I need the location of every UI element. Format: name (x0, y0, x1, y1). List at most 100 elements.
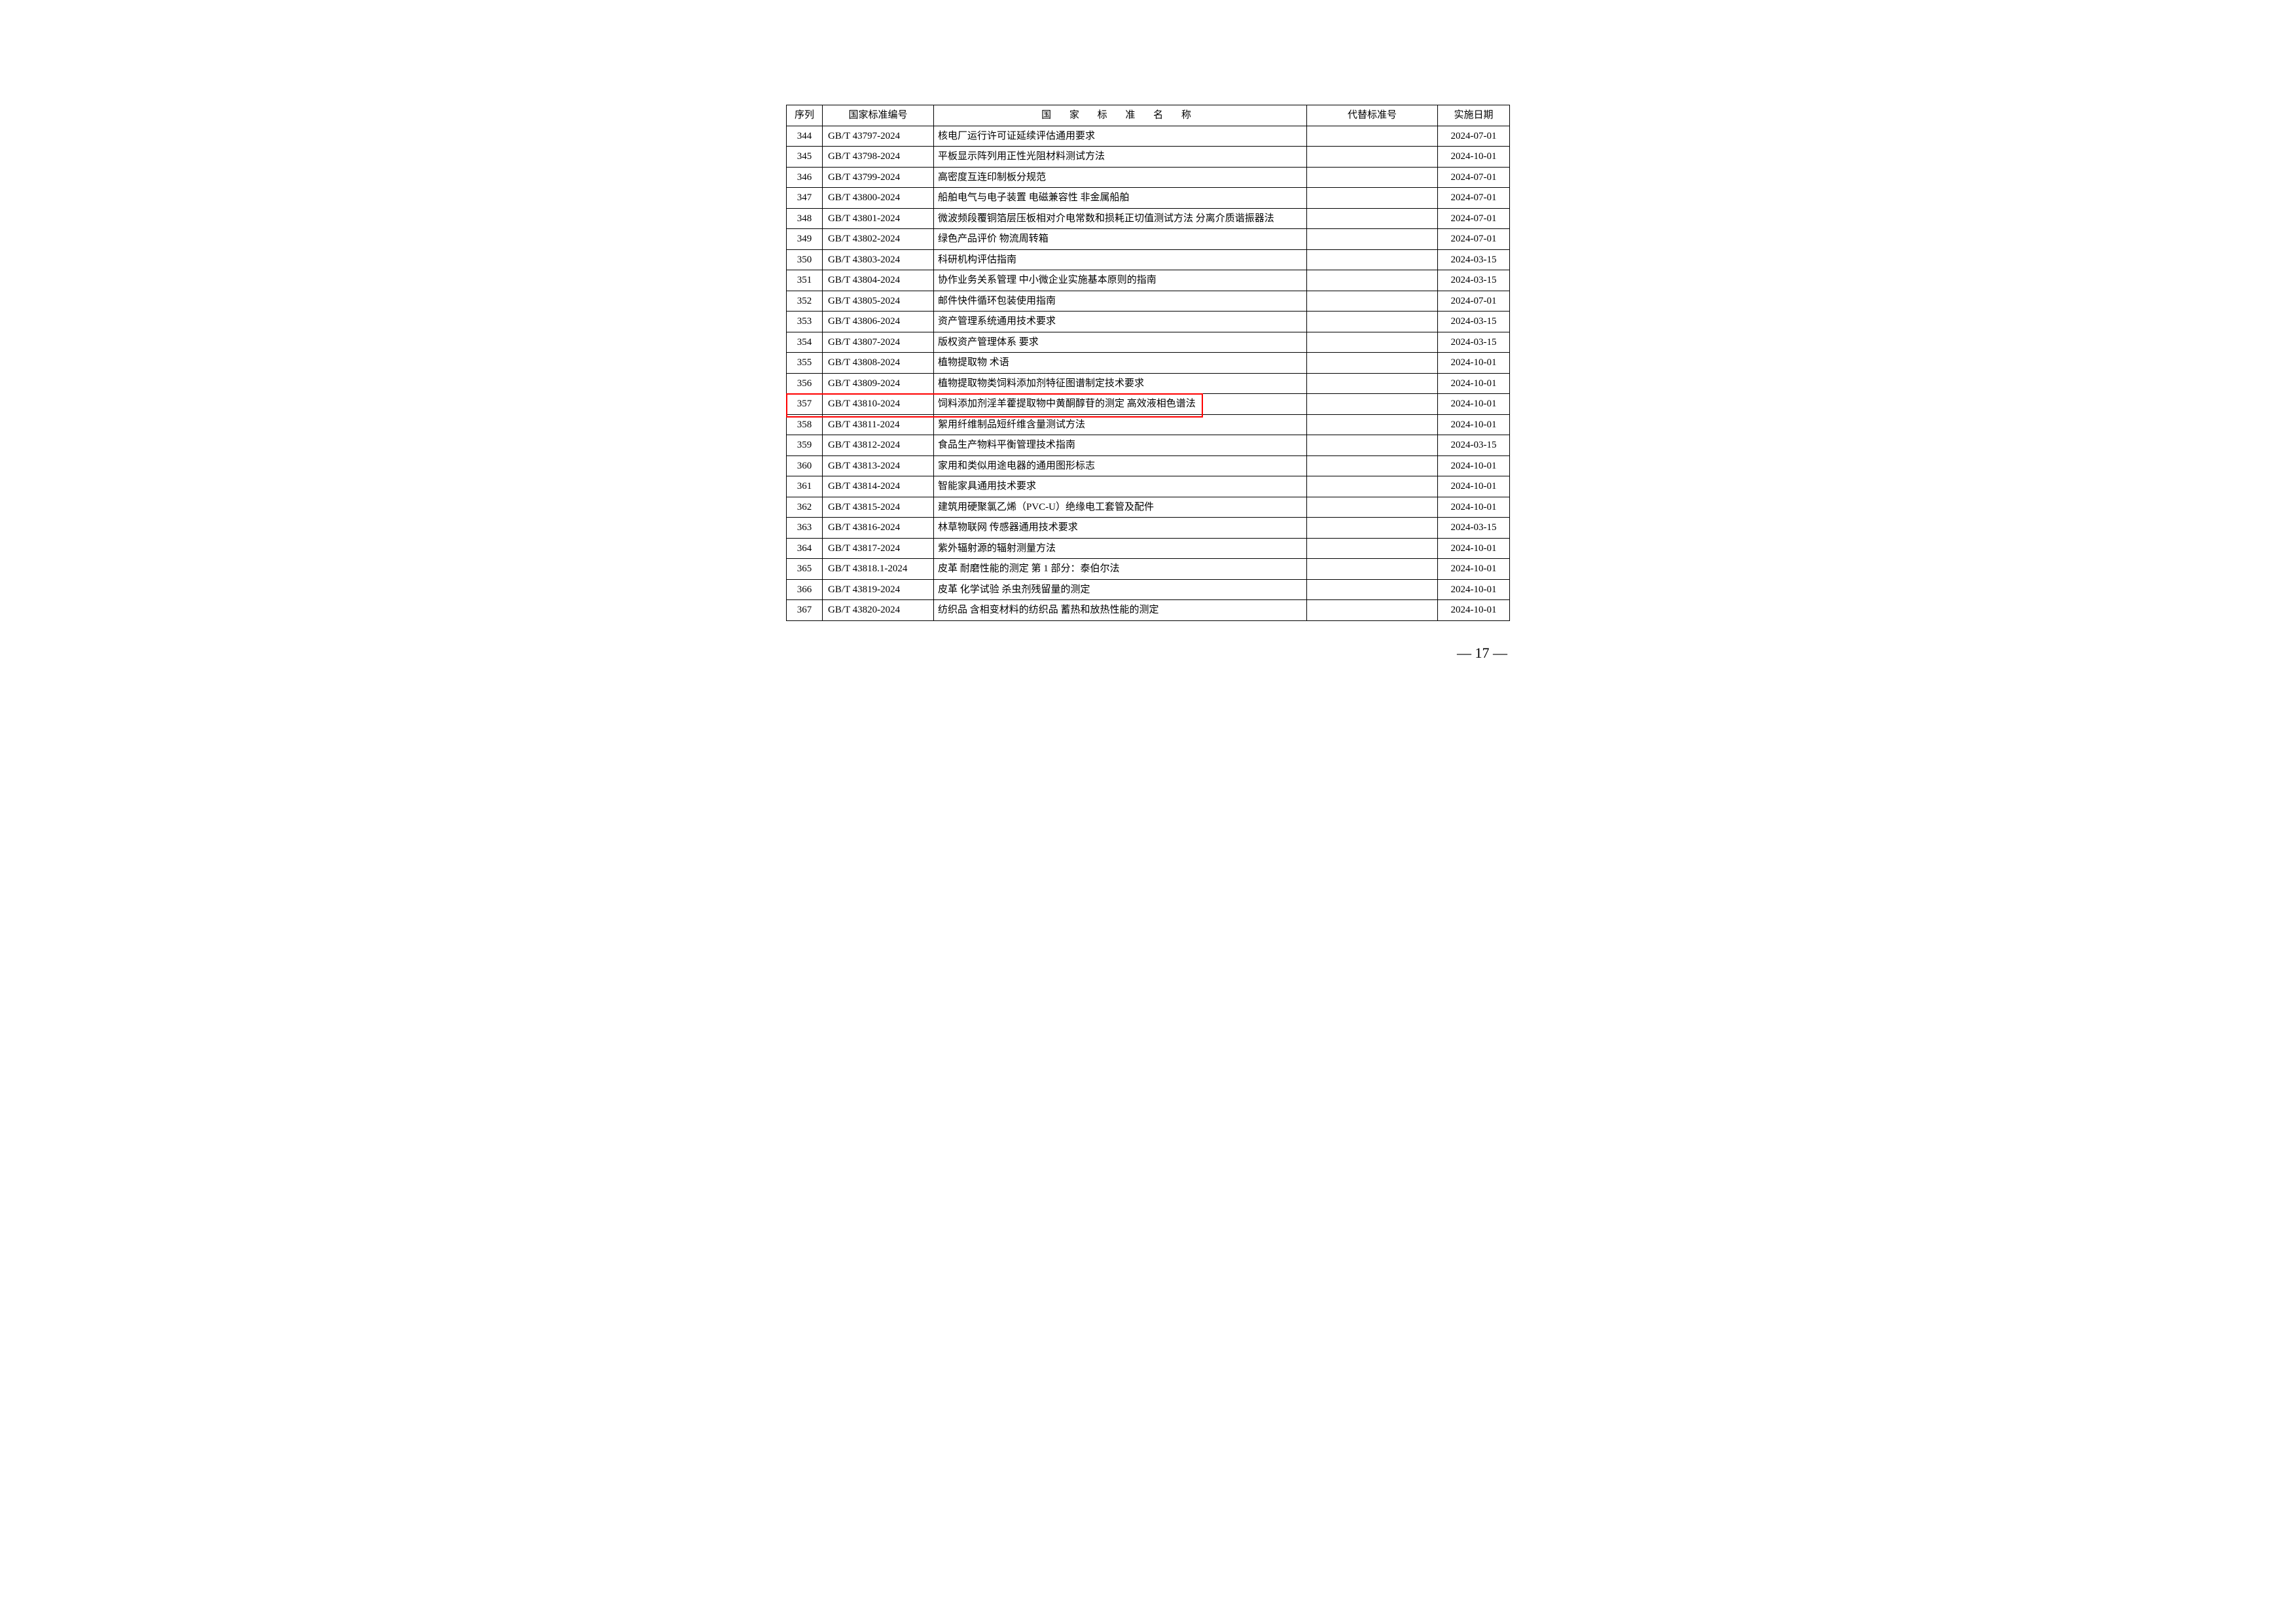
cell-replace (1307, 579, 1438, 600)
cell-code: GB/T 43820-2024 (823, 600, 934, 621)
cell-replace (1307, 291, 1438, 312)
cell-seq: 355 (787, 353, 823, 374)
cell-replace (1307, 559, 1438, 580)
cell-name: 核电厂运行许可证延续评估通用要求 (934, 126, 1307, 147)
table-wrapper: 序列 国家标准编号 国 家 标 准 名 称 代替标准号 实施日期 344GB/T… (786, 105, 1510, 621)
cell-name: 林草物联网 传感器通用技术要求 (934, 518, 1307, 539)
cell-date: 2024-10-01 (1438, 353, 1510, 374)
cell-name: 植物提取物 术语 (934, 353, 1307, 374)
cell-code: GB/T 43809-2024 (823, 373, 934, 394)
col-header-name: 国 家 标 准 名 称 (934, 105, 1307, 126)
cell-name: 船舶电气与电子装置 电磁兼容性 非金属船舶 (934, 188, 1307, 209)
cell-seq: 350 (787, 249, 823, 270)
cell-replace (1307, 476, 1438, 497)
cell-code: GB/T 43813-2024 (823, 455, 934, 476)
cell-replace (1307, 312, 1438, 332)
cell-date: 2024-10-01 (1438, 147, 1510, 168)
cell-date: 2024-10-01 (1438, 600, 1510, 621)
cell-date: 2024-10-01 (1438, 476, 1510, 497)
cell-seq: 346 (787, 167, 823, 188)
table-row: 345GB/T 43798-2024平板显示阵列用正性光阻材料测试方法2024-… (787, 147, 1510, 168)
cell-date: 2024-10-01 (1438, 579, 1510, 600)
table-row: 363GB/T 43816-2024林草物联网 传感器通用技术要求2024-03… (787, 518, 1510, 539)
cell-code: GB/T 43807-2024 (823, 332, 934, 353)
cell-name: 科研机构评估指南 (934, 249, 1307, 270)
cell-code: GB/T 43817-2024 (823, 538, 934, 559)
cell-replace (1307, 600, 1438, 621)
cell-code: GB/T 43814-2024 (823, 476, 934, 497)
cell-date: 2024-10-01 (1438, 497, 1510, 518)
cell-name: 饲料添加剂淫羊藿提取物中黄酮醇苷的测定 高效液相色谱法 (934, 394, 1307, 415)
cell-date: 2024-10-01 (1438, 394, 1510, 415)
table-row: 344GB/T 43797-2024核电厂运行许可证延续评估通用要求2024-0… (787, 126, 1510, 147)
cell-date: 2024-07-01 (1438, 126, 1510, 147)
cell-name: 资产管理系统通用技术要求 (934, 312, 1307, 332)
table-row: 347GB/T 43800-2024船舶电气与电子装置 电磁兼容性 非金属船舶 2… (787, 188, 1510, 209)
cell-seq: 345 (787, 147, 823, 168)
cell-date: 2024-03-15 (1438, 270, 1510, 291)
cell-code: GB/T 43803-2024 (823, 249, 934, 270)
cell-date: 2024-07-01 (1438, 188, 1510, 209)
table-row: 360GB/T 43813-2024家用和类似用途电器的通用图形标志2024-1… (787, 455, 1510, 476)
cell-name: 皮革 化学试验 杀虫剂残留量的测定 (934, 579, 1307, 600)
cell-date: 2024-03-15 (1438, 312, 1510, 332)
cell-replace (1307, 518, 1438, 539)
cell-replace (1307, 188, 1438, 209)
cell-code: GB/T 43808-2024 (823, 353, 934, 374)
table-row: 348GB/T 43801-2024微波频段覆铜箔层压板相对介电常数和损耗正切值… (787, 208, 1510, 229)
cell-replace (1307, 455, 1438, 476)
table-row: 356GB/T 43809-2024植物提取物类饲料添加剂特征图谱制定技术要求2… (787, 373, 1510, 394)
cell-seq: 366 (787, 579, 823, 600)
table-row: 361GB/T 43814-2024智能家具通用技术要求2024-10-01 (787, 476, 1510, 497)
cell-replace (1307, 414, 1438, 435)
table-row: 357GB/T 43810-2024饲料添加剂淫羊藿提取物中黄酮醇苷的测定 高效… (787, 394, 1510, 415)
cell-seq: 353 (787, 312, 823, 332)
cell-code: GB/T 43810-2024 (823, 394, 934, 415)
cell-replace (1307, 435, 1438, 456)
cell-name: 紫外辐射源的辐射测量方法 (934, 538, 1307, 559)
table-row: 355GB/T 43808-2024植物提取物 术语 2024-10-01 (787, 353, 1510, 374)
cell-code: GB/T 43804-2024 (823, 270, 934, 291)
cell-date: 2024-10-01 (1438, 373, 1510, 394)
table-header-row: 序列 国家标准编号 国 家 标 准 名 称 代替标准号 实施日期 (787, 105, 1510, 126)
table-row: 351GB/T 43804-2024协作业务关系管理 中小微企业实施基本原则的指… (787, 270, 1510, 291)
cell-code: GB/T 43802-2024 (823, 229, 934, 250)
cell-name: 食品生产物料平衡管理技术指南 (934, 435, 1307, 456)
table-body: 344GB/T 43797-2024核电厂运行许可证延续评估通用要求2024-0… (787, 126, 1510, 620)
cell-date: 2024-10-01 (1438, 455, 1510, 476)
cell-replace (1307, 270, 1438, 291)
table-row: 346GB/T 43799-2024高密度互连印制板分规范2024-07-01 (787, 167, 1510, 188)
cell-seq: 359 (787, 435, 823, 456)
cell-code: GB/T 43801-2024 (823, 208, 934, 229)
col-header-name-text: 国 家 标 准 名 称 (1041, 110, 1199, 120)
cell-seq: 357 (787, 394, 823, 415)
table-row: 353GB/T 43806-2024资产管理系统通用技术要求 2024-03-15 (787, 312, 1510, 332)
cell-seq: 358 (787, 414, 823, 435)
cell-code: GB/T 43798-2024 (823, 147, 934, 168)
cell-seq: 364 (787, 538, 823, 559)
cell-date: 2024-07-01 (1438, 229, 1510, 250)
table-row: 350GB/T 43803-2024科研机构评估指南2024-03-15 (787, 249, 1510, 270)
cell-date: 2024-03-15 (1438, 332, 1510, 353)
col-header-replace: 代替标准号 (1307, 105, 1438, 126)
cell-replace (1307, 538, 1438, 559)
cell-name: 微波频段覆铜箔层压板相对介电常数和损耗正切值测试方法 分离介质谐振器法 (934, 208, 1307, 229)
cell-code: GB/T 43800-2024 (823, 188, 934, 209)
cell-code: GB/T 43806-2024 (823, 312, 934, 332)
table-row: 366GB/T 43819-2024皮革 化学试验 杀虫剂残留量的测定2024-… (787, 579, 1510, 600)
table-row: 362GB/T 43815-2024建筑用硬聚氯乙烯（PVC-U）绝缘电工套管及… (787, 497, 1510, 518)
cell-name: 绿色产品评价 物流周转箱 (934, 229, 1307, 250)
cell-replace (1307, 167, 1438, 188)
cell-replace (1307, 208, 1438, 229)
cell-seq: 363 (787, 518, 823, 539)
cell-code: GB/T 43811-2024 (823, 414, 934, 435)
table-row: 367GB/T 43820-2024纺织品 含相变材料的纺织品 蓄热和放热性能的… (787, 600, 1510, 621)
cell-name: 版权资产管理体系 要求 (934, 332, 1307, 353)
cell-seq: 347 (787, 188, 823, 209)
cell-replace (1307, 497, 1438, 518)
cell-name: 植物提取物类饲料添加剂特征图谱制定技术要求 (934, 373, 1307, 394)
cell-replace (1307, 126, 1438, 147)
cell-code: GB/T 43805-2024 (823, 291, 934, 312)
cell-name: 家用和类似用途电器的通用图形标志 (934, 455, 1307, 476)
cell-date: 2024-07-01 (1438, 167, 1510, 188)
